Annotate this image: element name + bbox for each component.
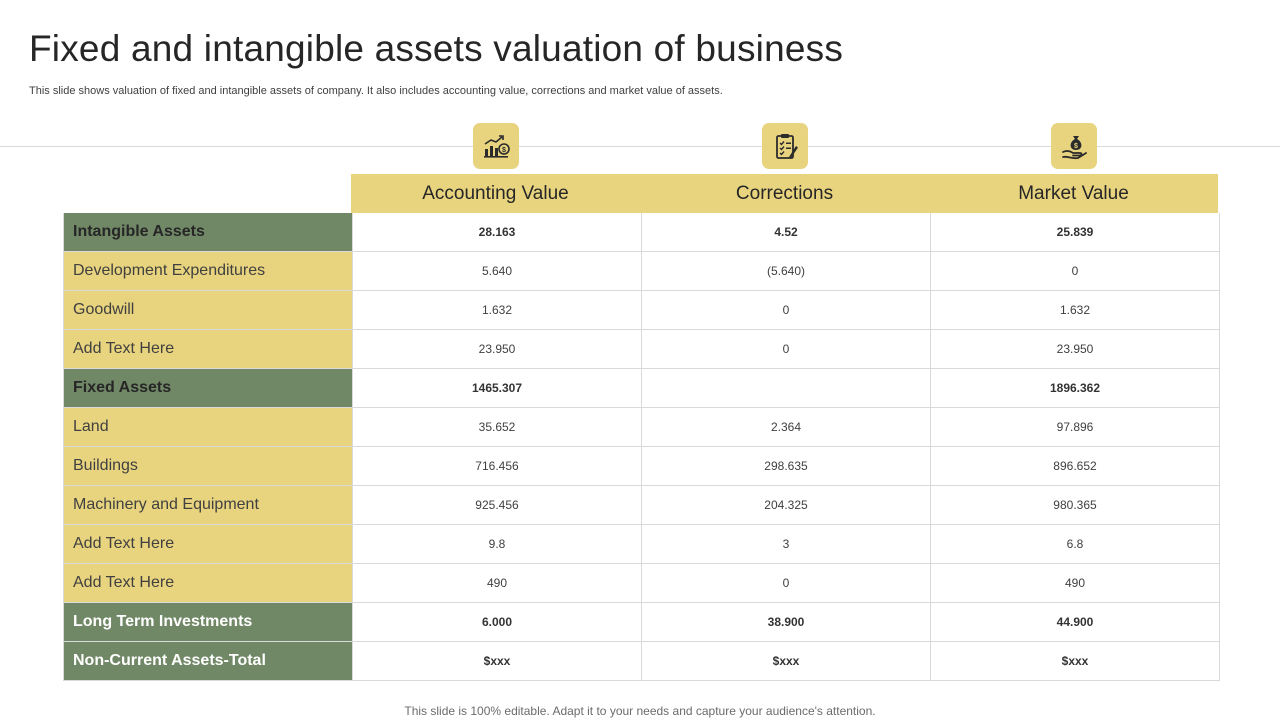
cell-market-value: 23.950: [930, 330, 1219, 368]
row-label: Development Expenditures: [64, 252, 352, 290]
cell-market-value: 1.632: [930, 291, 1219, 329]
row-label: Add Text Here: [64, 564, 352, 602]
row-label: Buildings: [64, 447, 352, 485]
row-label: Machinery and Equipment: [64, 486, 352, 524]
money-bag-hand-icon: $: [1051, 123, 1097, 169]
column-header-accounting-value: Accounting Value: [422, 182, 569, 204]
cell-corrections: 298.635: [641, 447, 930, 485]
cell-corrections: 4.52: [641, 213, 930, 251]
cell-market-value: $xxx: [930, 642, 1219, 680]
cell-accounting-value: 1.632: [352, 291, 641, 329]
chart-money-icon: $: [473, 123, 519, 169]
row-label: Intangible Assets: [64, 213, 352, 251]
table-header: Accounting Value Corrections Market Valu…: [351, 174, 1218, 213]
cell-market-value: 97.896: [930, 408, 1219, 446]
column-header-corrections: Corrections: [735, 182, 834, 204]
cell-corrections: 204.325: [641, 486, 930, 524]
row-label: Non-Current Assets-Total: [64, 642, 352, 680]
cell-accounting-value: 716.456: [352, 447, 641, 485]
valuation-table: Intangible Assets 28.163 4.52 25.839 Dev…: [63, 213, 1220, 681]
clipboard-checklist-icon: [762, 123, 808, 169]
cell-accounting-value: 23.950: [352, 330, 641, 368]
cell-accounting-value: 925.456: [352, 486, 641, 524]
table-row: Add Text Here 23.950 0 23.950: [64, 330, 1219, 369]
cell-corrections: 0: [641, 330, 930, 368]
cell-corrections: 3: [641, 525, 930, 563]
cell-market-value: 25.839: [930, 213, 1219, 251]
table-row: Land 35.652 2.364 97.896: [64, 408, 1219, 447]
cell-corrections: (5.640): [641, 252, 930, 290]
svg-text:$: $: [1074, 143, 1078, 150]
cell-accounting-value: 1465.307: [352, 369, 641, 407]
cell-market-value: 1896.362: [930, 369, 1219, 407]
cell-market-value: 980.365: [930, 486, 1219, 524]
divider-line: [0, 146, 1280, 147]
svg-text:$: $: [502, 147, 506, 154]
cell-accounting-value: 490: [352, 564, 641, 602]
table-row: Buildings 716.456 298.635 896.652: [64, 447, 1219, 486]
cell-corrections: 38.900: [641, 603, 930, 641]
page-title: Fixed and intangible assets valuation of…: [29, 28, 844, 69]
row-label: Land: [64, 408, 352, 446]
footer-note: This slide is 100% editable. Adapt it to…: [404, 704, 876, 718]
row-label: Add Text Here: [64, 525, 352, 563]
table-row-intangible-assets: Intangible Assets 28.163 4.52 25.839: [64, 213, 1219, 252]
cell-market-value: 896.652: [930, 447, 1219, 485]
cell-accounting-value: 35.652: [352, 408, 641, 446]
cell-market-value: 44.900: [930, 603, 1219, 641]
row-label: Long Term Investments: [64, 603, 352, 641]
cell-corrections: 0: [641, 564, 930, 602]
cell-accounting-value: 6.000: [352, 603, 641, 641]
cell-accounting-value: 5.640: [352, 252, 641, 290]
column-header-market-value: Market Value: [1018, 182, 1129, 204]
table-row: Add Text Here 9.8 3 6.8: [64, 525, 1219, 564]
cell-market-value: 6.8: [930, 525, 1219, 563]
cell-accounting-value: $xxx: [352, 642, 641, 680]
cell-corrections: [641, 369, 930, 407]
table-row: Development Expenditures 5.640 (5.640) 0: [64, 252, 1219, 291]
row-label: Fixed Assets: [64, 369, 352, 407]
cell-accounting-value: 28.163: [352, 213, 641, 251]
table-row: Goodwill 1.632 0 1.632: [64, 291, 1219, 330]
cell-corrections: 0: [641, 291, 930, 329]
cell-market-value: 490: [930, 564, 1219, 602]
row-label: Add Text Here: [64, 330, 352, 368]
table-row-long-term-investments: Long Term Investments 6.000 38.900 44.90…: [64, 603, 1219, 642]
table-row: Machinery and Equipment 925.456 204.325 …: [64, 486, 1219, 525]
cell-accounting-value: 9.8: [352, 525, 641, 563]
cell-corrections: $xxx: [641, 642, 930, 680]
row-label: Goodwill: [64, 291, 352, 329]
table-row: Add Text Here 490 0 490: [64, 564, 1219, 603]
cell-market-value: 0: [930, 252, 1219, 290]
table-row-fixed-assets: Fixed Assets 1465.307 1896.362: [64, 369, 1219, 408]
cell-corrections: 2.364: [641, 408, 930, 446]
table-row-non-current-assets-total: Non-Current Assets-Total $xxx $xxx $xxx: [64, 642, 1219, 681]
page-subtitle: This slide shows valuation of fixed and …: [29, 85, 723, 97]
